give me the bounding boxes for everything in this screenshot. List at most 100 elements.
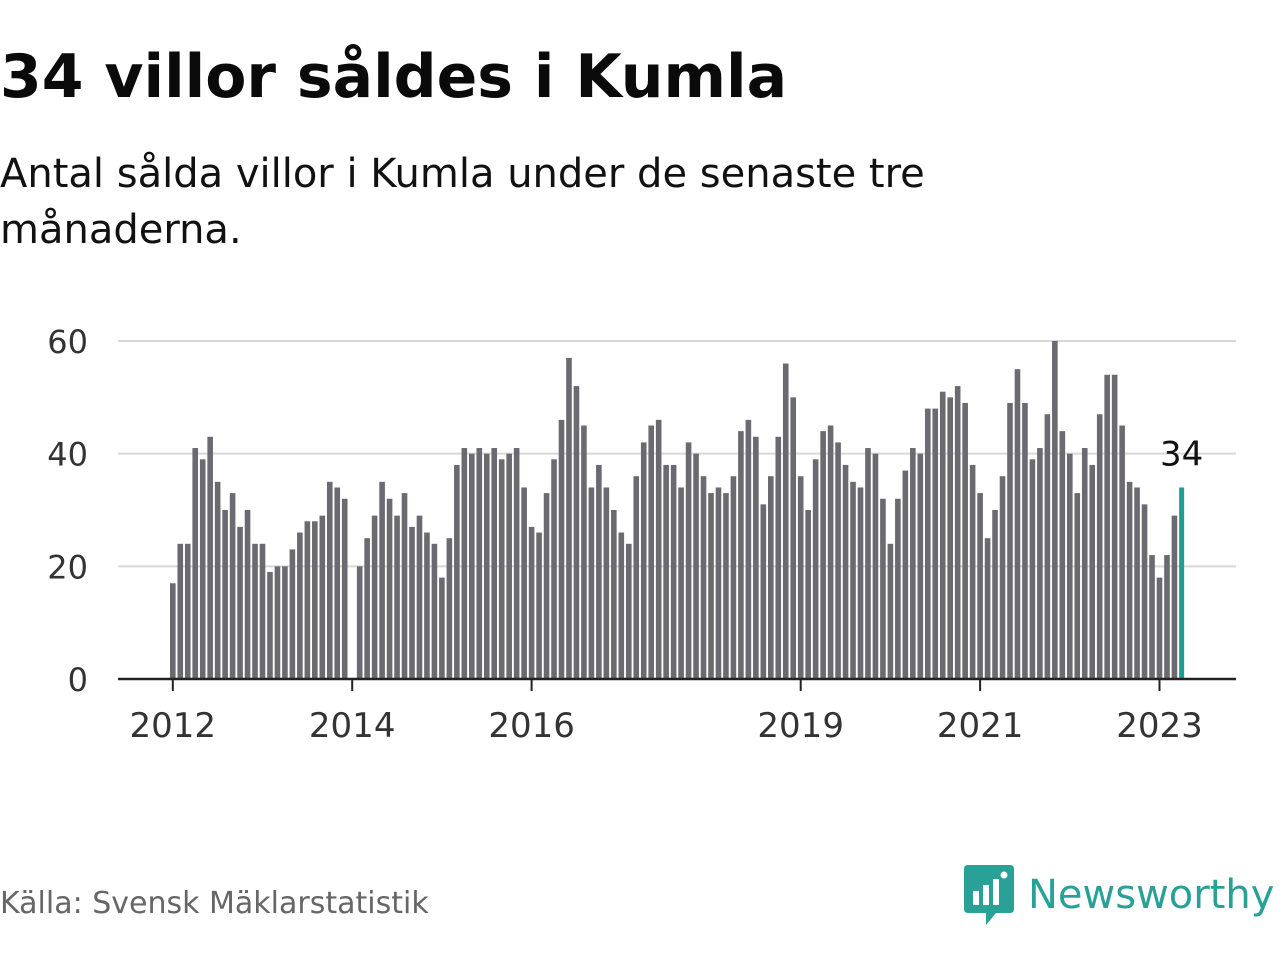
bar [192, 448, 199, 679]
bar [558, 419, 565, 679]
bar [588, 487, 595, 679]
bar [371, 515, 378, 679]
bar [581, 425, 587, 679]
bar [1014, 369, 1021, 679]
bar [1141, 504, 1148, 679]
bar [170, 583, 176, 679]
bar-chart-bubble-icon [964, 865, 1014, 925]
bar [977, 493, 983, 679]
bar [887, 543, 894, 679]
bar [1081, 448, 1088, 679]
bar [633, 476, 640, 679]
bar [536, 532, 542, 679]
bar [999, 476, 1006, 679]
bar [386, 498, 393, 679]
x-tick-label: 2014 [309, 706, 396, 746]
bar [738, 431, 744, 679]
bar [439, 577, 445, 679]
bar [768, 476, 774, 679]
bar [708, 493, 714, 679]
bar [282, 566, 288, 679]
bar [476, 448, 483, 679]
bar [498, 459, 505, 679]
bar [409, 526, 415, 679]
bar [603, 487, 610, 679]
bar [1104, 374, 1110, 679]
x-tick-label: 2021 [937, 706, 1024, 746]
bar [1044, 414, 1051, 679]
bar [304, 521, 311, 679]
bar [1029, 459, 1036, 679]
bar [685, 442, 692, 679]
bar [573, 386, 580, 679]
bar [424, 532, 430, 679]
bar [207, 436, 213, 679]
bar [461, 448, 468, 679]
bar [902, 470, 909, 679]
bar [962, 402, 968, 679]
bar [857, 487, 864, 679]
bar [1022, 402, 1028, 679]
bar [618, 532, 625, 679]
bar [1126, 481, 1133, 679]
bar [1134, 487, 1140, 679]
bar [648, 425, 654, 679]
bar [947, 397, 953, 679]
bar [1067, 453, 1073, 679]
bar [1164, 555, 1170, 679]
bar [596, 464, 602, 679]
bar [1059, 431, 1066, 679]
bar [199, 459, 206, 679]
bar [446, 538, 453, 679]
bar [1037, 448, 1043, 679]
bar [992, 510, 998, 679]
bar [364, 538, 370, 679]
bar [700, 476, 707, 679]
bar [730, 476, 737, 679]
bar [670, 464, 677, 679]
bar [334, 487, 341, 679]
bar [469, 453, 475, 679]
bar [969, 464, 976, 679]
bar [237, 526, 243, 679]
bar [954, 386, 961, 679]
bar [835, 442, 841, 679]
bar [506, 453, 512, 679]
bar [356, 566, 363, 679]
bar [723, 493, 729, 679]
y-tick-label: 60 [47, 323, 88, 361]
brand-logo-group: Newsworthy [964, 864, 1274, 926]
value-annotation: 34 [1160, 434, 1203, 474]
bar [513, 448, 520, 679]
chart-title: 34 villor såldes i Kumla [0, 42, 788, 112]
chart-subtitle: Antal sålda villor i Kumla under de sena… [0, 151, 925, 253]
bar [267, 571, 273, 679]
bar [214, 481, 221, 679]
bar [289, 549, 296, 679]
bar [551, 459, 557, 679]
brand-name: Newsworthy [1028, 872, 1275, 918]
bar [910, 448, 916, 679]
bar [319, 515, 326, 679]
bar [640, 442, 647, 679]
bar [655, 419, 662, 679]
bar [820, 431, 826, 679]
source-note: Källa: Svensk Mäklarstatistik [0, 886, 429, 921]
bar [678, 487, 684, 679]
bar [1096, 414, 1103, 679]
bar [252, 543, 258, 679]
bar [790, 397, 797, 679]
bar [566, 357, 572, 679]
x-tick-label: 2012 [130, 706, 217, 746]
bar [745, 419, 752, 679]
bar [543, 493, 550, 679]
bar [1074, 493, 1081, 679]
y-tick-label: 20 [47, 548, 88, 586]
bar [812, 459, 819, 679]
bar [1111, 374, 1118, 679]
bar [394, 515, 400, 679]
bar [663, 464, 669, 679]
bar [528, 526, 535, 679]
bar [782, 363, 789, 679]
